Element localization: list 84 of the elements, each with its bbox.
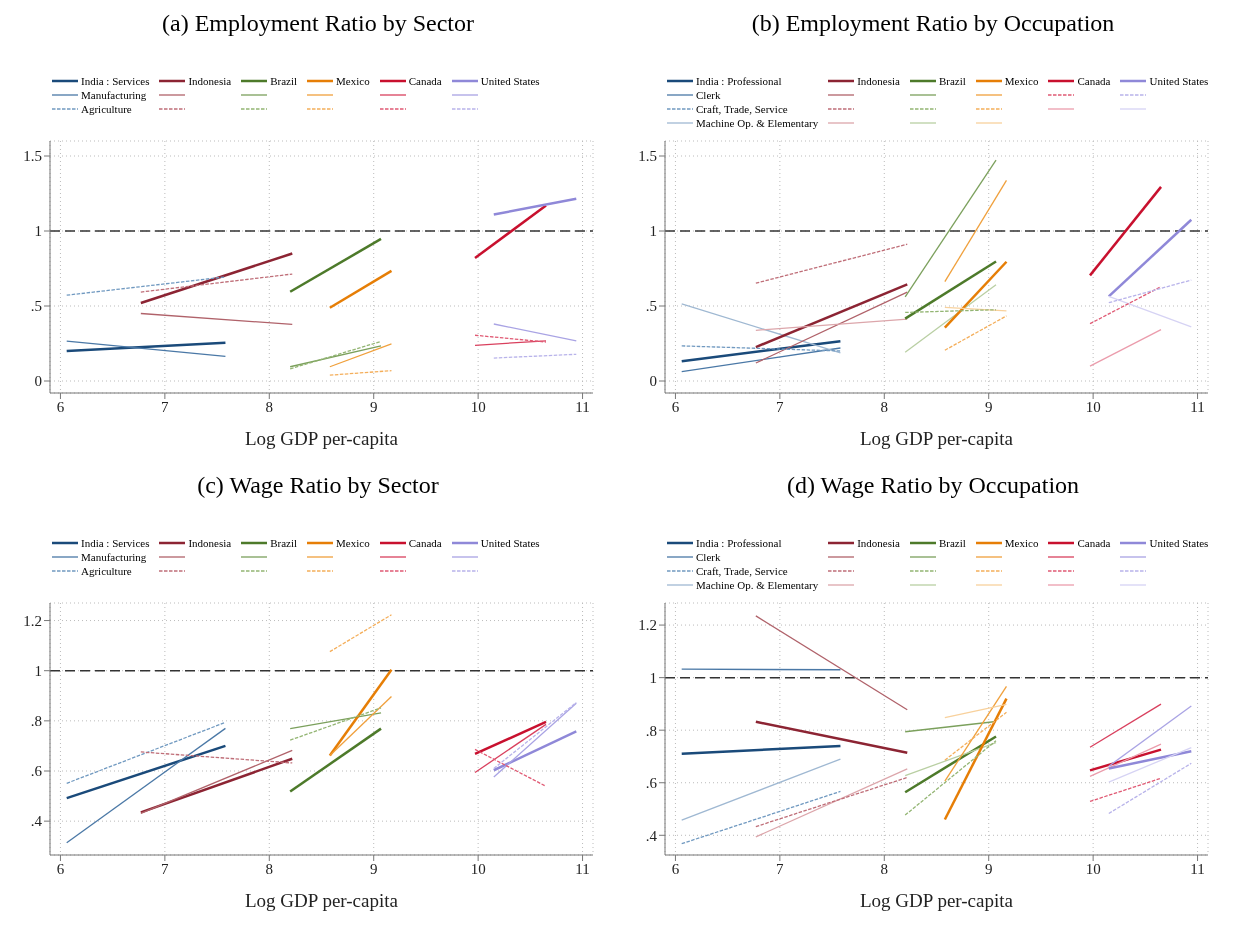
legend-label: Canada [1077,536,1111,550]
legend-label: Agriculture [81,102,132,116]
x-tick-label: 11 [575,398,590,415]
x-tick-label: 7 [161,398,170,415]
y-tick-label: .5 [645,298,657,315]
y-tick-label: .5 [30,298,42,315]
legend-label: Mexico [1004,74,1039,88]
x-tick-label: 9 [369,398,378,415]
x-tick-label: 6 [56,398,65,415]
legend-label: Craft, Trade, Service [696,564,788,578]
x-tick-label: 11 [1190,860,1205,877]
y-tick-label: .4 [30,813,43,830]
y-tick-label: 1 [649,669,657,686]
x-tick-label: 8 [265,398,274,415]
y-tick-label: .4 [645,827,658,844]
y-tick-label: 1 [34,663,42,680]
y-tick-label: .8 [645,722,657,739]
legend-label: Clerk [696,550,721,564]
legend-label: Mexico [336,74,370,88]
legend-label: Canada [408,74,442,88]
y-tick-label: .8 [30,713,42,730]
legend-label: Brazil [270,74,298,88]
y-tick-label: 1 [34,223,42,240]
legend-label: United States [1149,536,1209,550]
x-tick-label: 10 [470,860,486,877]
x-tick-label: 6 [56,860,65,877]
x-tick-label: 8 [880,398,889,415]
legend-label: Canada [408,536,442,550]
legend-label: Indonesia [857,74,900,88]
x-axis-title: Log GDP per-capita [860,428,1014,449]
chart-title: (b) Employment Ratio by Occupation [750,10,1116,37]
x-tick-label: 9 [369,860,378,877]
legend-label: Canada [1077,74,1111,88]
legend-label: Brazil [938,74,966,88]
legend-label: India : Professional [696,536,782,550]
y-tick-label: 1.5 [638,148,657,165]
x-tick-label: 6 [671,860,680,877]
x-tick-label: 10 [1085,860,1101,877]
chart-title: (c) Wage Ratio by Sector [196,472,440,499]
legend-label: United States [1149,74,1209,88]
chart-title: (d) Wage Ratio by Occupation [785,472,1081,499]
x-axis-title: Log GDP per-capita [245,428,399,449]
x-axis-title: Log GDP per-capita [860,890,1014,911]
y-tick-label: .6 [30,763,43,780]
legend-label: Clerk [696,88,721,102]
legend-label: Indonesia [857,536,900,550]
y-tick-label: 0 [34,373,42,390]
x-tick-label: 9 [984,860,993,877]
y-tick-label: 1.5 [23,148,42,165]
y-tick-label: 0 [649,373,657,390]
legend-label: Agriculture [81,564,132,578]
x-tick-label: 10 [470,398,486,415]
chart-title: (a) Employment Ratio by Sector [161,10,475,37]
x-tick-label: 9 [984,398,993,415]
y-tick-label: 1 [649,223,657,240]
x-tick-label: 6 [671,398,680,415]
legend-label: United States [480,536,540,550]
x-axis-title: Log GDP per-capita [245,890,399,911]
legend-label: India : Professional [696,74,782,88]
legend-label: Mexico [336,536,370,550]
x-tick-label: 7 [776,398,785,415]
legend-label: Brazil [270,536,298,550]
legend-label: India : Services [81,536,150,550]
legend-label: Indonesia [188,74,232,88]
y-tick-label: .6 [645,775,658,792]
legend-label: India : Services [81,74,150,88]
x-tick-label: 11 [575,860,590,877]
x-tick-label: 10 [1085,398,1101,415]
legend-label: Craft, Trade, Service [696,102,788,116]
legend-label: Indonesia [188,536,232,550]
y-tick-label: 1.2 [638,617,657,634]
y-tick-label: 1.2 [23,612,42,629]
x-tick-label: 7 [776,860,785,877]
x-tick-label: 8 [265,860,274,877]
legend-label: Mexico [1004,536,1039,550]
x-tick-label: 8 [880,860,889,877]
legend-label: Machine Op. & Elementary [696,116,819,130]
x-tick-label: 11 [1190,398,1205,415]
x-tick-label: 7 [161,860,170,877]
legend-label: Manufacturing [81,550,147,564]
legend-label: Brazil [938,536,966,550]
legend-label: Machine Op. & Elementary [696,578,819,592]
legend-label: Manufacturing [81,88,147,102]
legend-label: United States [480,74,540,88]
